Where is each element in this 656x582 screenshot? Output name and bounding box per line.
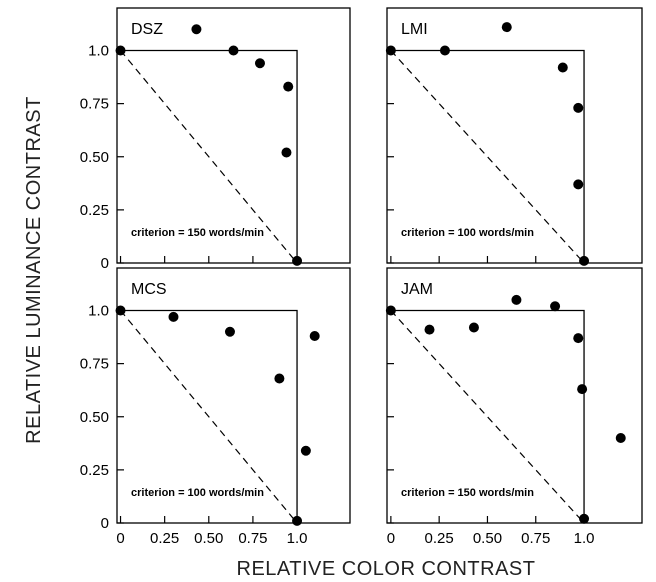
x-tick-label: 0.25 <box>425 530 454 547</box>
data-point <box>254 58 265 69</box>
data-point <box>309 331 320 341</box>
y-tick-label: 0.25 <box>80 462 109 479</box>
y-tick-label: 0.50 <box>80 409 109 426</box>
x-tick-label: 0.75 <box>238 530 267 547</box>
data-point <box>424 324 435 335</box>
data-point <box>579 255 590 266</box>
panel-label: LMI <box>401 21 428 38</box>
data-point <box>168 311 179 322</box>
data-point <box>283 81 294 92</box>
data-point <box>115 45 126 56</box>
y-axis-title: RELATIVE LUMINANCE CONTRAST <box>23 96 45 444</box>
data-point <box>501 22 512 33</box>
data-point <box>281 147 292 158</box>
x-tick-label: 1.0 <box>287 530 308 547</box>
panel-mcs: 0 0.25 0.50 0.75 1.0 0 0.25 0.50 0.75 1.0 MCS crite… <box>80 267 351 547</box>
x-tick-label: 0.75 <box>521 530 550 547</box>
data-point <box>439 45 450 56</box>
data-point <box>228 45 239 56</box>
data-point <box>274 373 285 384</box>
reference-boundary-line <box>120 309 298 523</box>
x-tick-label: 0 <box>387 530 395 547</box>
data-point <box>300 445 311 456</box>
data-point <box>224 326 235 337</box>
data-point <box>385 305 396 316</box>
panel-label: MCS <box>131 281 167 298</box>
diagonal-dashed-line <box>120 50 298 264</box>
panel-dsz: 0 0.25 0.50 0.75 1.0 DSZ criterion = 150 words… <box>80 7 351 272</box>
data-point <box>557 62 568 73</box>
panel-jam: 0 0.25 0.50 0.75 1.0 JAM criterion = 150 words… <box>385 267 643 547</box>
x-tick-label: 0.50 <box>473 530 502 547</box>
panel-frame <box>386 7 643 264</box>
y-tick-label: 0 <box>101 515 109 532</box>
data-point <box>615 433 626 443</box>
data-point <box>550 301 561 312</box>
panel-label: JAM <box>401 281 433 298</box>
reference-boundary-line <box>390 49 585 263</box>
data-point <box>511 294 522 305</box>
reference-boundary-line <box>390 309 585 523</box>
data-point <box>573 333 584 344</box>
panel-label: DSZ <box>131 21 163 38</box>
x-tick-label: 1.0 <box>574 530 595 547</box>
x-tick-label: 0.50 <box>194 530 223 547</box>
data-point <box>573 102 584 113</box>
panels: 0 0.25 0.50 0.75 1.0 DSZ criterion = 150 words… <box>80 7 643 547</box>
data-point <box>385 45 396 56</box>
data-point <box>573 179 584 190</box>
data-point <box>579 513 590 524</box>
x-axis-title: RELATIVE COLOR CONTRAST <box>237 558 536 580</box>
y-tick-label: 0.75 <box>80 356 109 373</box>
y-tick-label: 0 <box>101 255 109 272</box>
y-tick-label: 0.25 <box>80 202 109 219</box>
panel-frame <box>116 7 351 264</box>
x-tick-label: 0 <box>116 530 124 547</box>
reference-boundary-line <box>120 49 298 263</box>
y-tick-label: 1.0 <box>88 43 109 60</box>
x-tick-label: 0.25 <box>150 530 179 547</box>
data-point <box>577 384 588 395</box>
diagonal-dashed-line <box>120 310 298 524</box>
y-tick-label: 1.0 <box>88 303 109 320</box>
panel-frame <box>116 267 351 524</box>
y-tick-label: 0.75 <box>80 96 109 113</box>
criterion-label: criterion = 100 words/min <box>131 487 264 499</box>
panel-lmi: LMI criterion = 100 words/min <box>385 7 643 266</box>
data-point <box>115 305 126 316</box>
data-point <box>292 255 303 266</box>
data-point <box>292 515 303 526</box>
data-point <box>468 322 479 333</box>
panel-frame <box>386 267 643 524</box>
criterion-label: criterion = 150 words/min <box>131 227 264 239</box>
criterion-label: criterion = 100 words/min <box>401 227 534 239</box>
data-point <box>191 24 202 35</box>
criterion-label: criterion = 150 words/min <box>401 487 534 499</box>
y-tick-label: 0.50 <box>80 149 109 166</box>
